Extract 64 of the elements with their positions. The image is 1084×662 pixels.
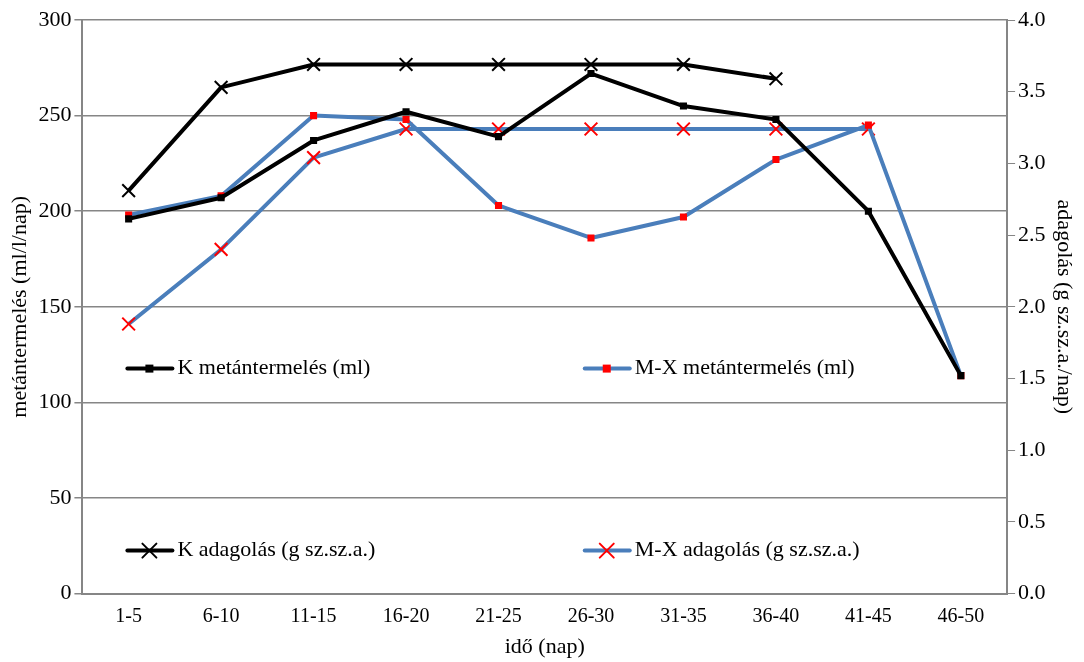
y2-tick-label: 2.0 <box>1018 292 1046 318</box>
point <box>587 234 595 242</box>
y-tick-label: 100 <box>38 388 72 414</box>
legend-label: M-X metántermelés (ml) <box>634 354 855 380</box>
legend-label: K adagolás (g sz.sz.a.) <box>177 536 376 562</box>
point <box>213 242 229 257</box>
y-tick-label: 150 <box>38 292 72 318</box>
point <box>583 57 599 72</box>
y-tick-label: 50 <box>49 483 72 509</box>
point <box>306 57 321 72</box>
x-tick-label: 31-35 <box>660 603 707 626</box>
y-axis-title: metántermelés (ml/l/nap) <box>5 195 31 418</box>
y2-tick-label: 3.5 <box>1018 77 1046 103</box>
point <box>676 121 691 137</box>
point <box>864 121 872 129</box>
point <box>679 102 687 110</box>
point <box>310 136 318 144</box>
x-axis-title: idő (nap) <box>504 632 585 658</box>
x-tick-label: 21-25 <box>475 603 522 626</box>
point <box>402 115 410 123</box>
point <box>398 57 414 72</box>
x-tick-label: 6-10 <box>202 603 240 626</box>
x-tick-label: 26-30 <box>567 603 615 626</box>
x-tick-label: 36-40 <box>752 603 800 626</box>
point <box>676 57 691 72</box>
y-tick-label: 0 <box>60 579 72 605</box>
point <box>864 207 872 215</box>
x-tick-label: 46-50 <box>937 603 985 626</box>
y2-tick-label: 1.0 <box>1018 435 1046 461</box>
point <box>213 80 229 95</box>
y-tick-label: 250 <box>38 101 72 127</box>
point <box>768 71 784 87</box>
x-tick-label: 41-45 <box>845 603 892 626</box>
y2-tick-label: 4.0 <box>1018 5 1046 31</box>
y-tick-label: 300 <box>38 5 72 31</box>
y-tick-label: 200 <box>38 196 72 222</box>
point <box>679 213 687 221</box>
y2-tick-label: 0.0 <box>1018 579 1046 605</box>
point <box>494 133 503 141</box>
y2-axis-title: adagolás (g sz.sz.a./nap) <box>1053 199 1079 415</box>
y2-tick-label: 3.0 <box>1018 149 1046 175</box>
point <box>121 183 136 199</box>
point <box>310 112 318 120</box>
point <box>306 150 321 166</box>
y2-tick-label: 2.5 <box>1018 220 1046 246</box>
point <box>402 108 410 116</box>
y2-tick-label: 1.5 <box>1018 364 1046 390</box>
point <box>494 201 503 209</box>
x-tick-label: 1-5 <box>115 603 142 626</box>
point <box>398 121 414 137</box>
x-tick-label: 11-15 <box>290 603 337 626</box>
point <box>491 121 506 137</box>
x-tick-label: 16-20 <box>382 603 430 626</box>
point <box>768 121 784 137</box>
point <box>587 70 595 78</box>
point <box>583 121 599 137</box>
point <box>772 156 780 164</box>
y2-tick-label: 0.5 <box>1018 507 1046 533</box>
point <box>121 316 136 332</box>
point <box>491 57 506 72</box>
legend-label: K metántermelés (ml) <box>177 354 371 380</box>
point <box>125 215 133 223</box>
point <box>772 115 780 123</box>
legend-label: M-X adagolás (g sz.sz.a.) <box>634 536 860 562</box>
